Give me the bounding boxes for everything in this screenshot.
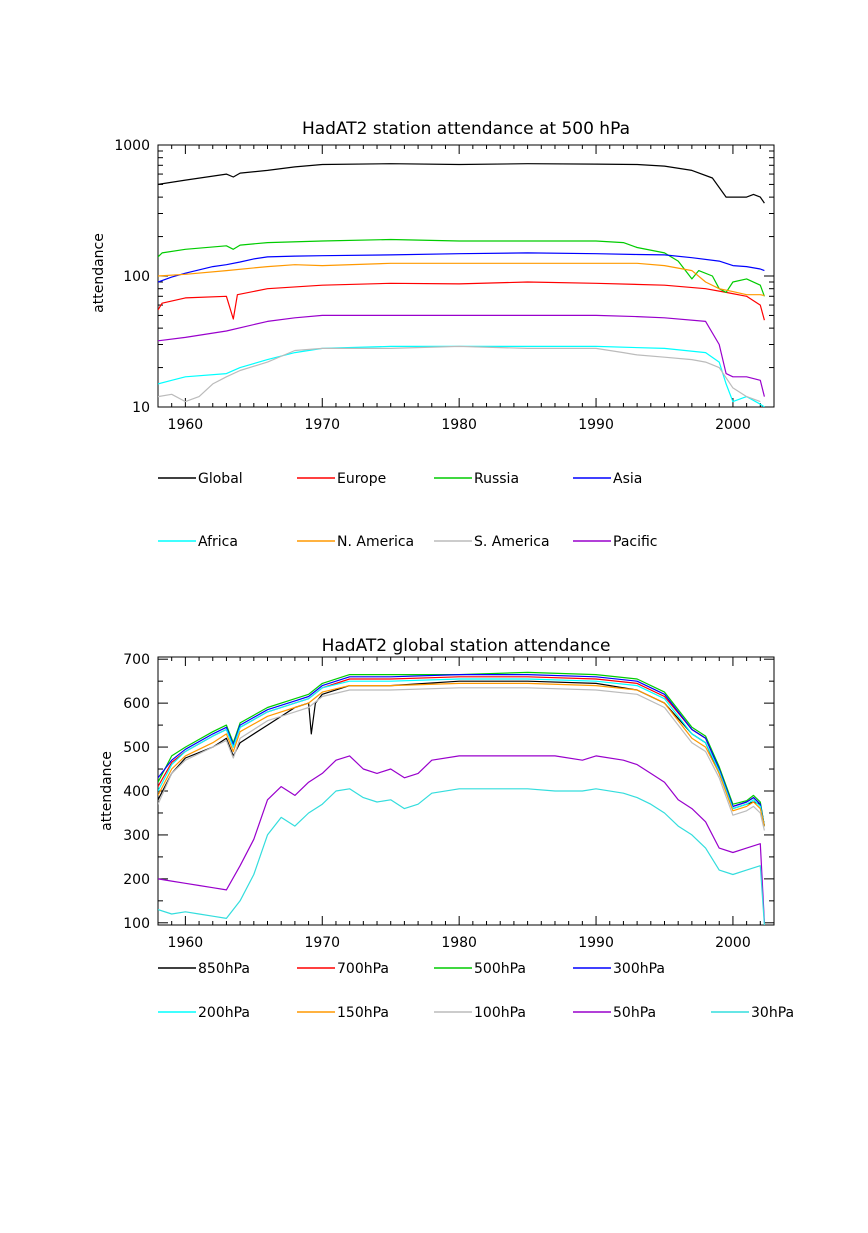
legend-label-europe: Europe: [337, 471, 386, 487]
legend-label-africa: Africa: [198, 534, 238, 550]
series-line-500hpa: [158, 671, 765, 827]
legend-label-n-america: N. America: [337, 534, 414, 550]
y-axis-label: attendance: [99, 751, 115, 831]
x-tick-label: 1960: [168, 417, 204, 433]
series-line-global: [158, 163, 765, 204]
legend-label-50hpa: 50hPa: [613, 1005, 656, 1021]
legend-label-850hpa: 850hPa: [198, 961, 250, 977]
chart-500hpa-regional: HadAT2 station attendance at 500 hPa att…: [91, 119, 775, 550]
series-line-africa: [158, 345, 765, 407]
y-axis: 100 200 300 400 500 600 700: [123, 652, 774, 932]
x-tick-label: 1960: [168, 935, 204, 951]
x-tick-label: 1990: [578, 935, 614, 951]
x-tick-label: 1990: [578, 417, 614, 433]
x-tick-label: 1970: [304, 417, 340, 433]
legend-label-global: Global: [198, 471, 243, 487]
legend-label-pacific: Pacific: [613, 534, 658, 550]
series-line-100hpa: [158, 687, 765, 831]
legend-label-150hpa: 150hPa: [337, 1005, 389, 1021]
y-tick-label: 700: [123, 652, 150, 668]
series-line-200hpa: [158, 678, 765, 827]
chart-global-levels: HadAT2 global station attendance attenda…: [99, 636, 794, 1021]
y-tick-label: 400: [123, 784, 150, 800]
x-tick-label: 2000: [715, 417, 751, 433]
y-tick-label: 600: [123, 696, 150, 712]
x-tick-label: 1970: [304, 935, 340, 951]
y-tick-label: 1000: [114, 138, 150, 154]
series-group: [158, 671, 765, 925]
legend-label-asia: Asia: [613, 471, 642, 487]
x-tick-label: 1980: [441, 935, 477, 951]
y-tick-label: 100: [123, 916, 150, 932]
legend-label-russia: Russia: [474, 471, 519, 487]
legend-label-700hpa: 700hPa: [337, 961, 389, 977]
legend: Global Europe Russia Asia Africa N. America S.…: [158, 471, 658, 550]
x-axis: 1960 1970 1980 1990 2000: [157, 145, 775, 433]
series-line-pacific: [158, 314, 765, 397]
legend-label-30hpa: 30hPa: [751, 1005, 794, 1021]
y-axis-label: attendance: [91, 233, 107, 313]
series-line-europe: [158, 281, 765, 321]
legend-label-s-america: S. America: [474, 534, 550, 550]
series-line-n-america: [158, 262, 765, 297]
y-tick-label: 300: [123, 828, 150, 844]
x-tick-label: 2000: [715, 935, 751, 951]
series-line-s-america: [158, 345, 761, 403]
series-line-50hpa: [158, 755, 765, 923]
series-line-30hpa: [158, 788, 765, 925]
legend: 850hPa 700hPa 500hPa 300hPa 200hPa 150hPa 100h…: [158, 961, 794, 1021]
x-axis: 1960 1970 1980 1990 2000: [157, 657, 775, 951]
y-tick-label: 100: [123, 269, 150, 285]
chart-title: HadAT2 global station attendance: [322, 636, 611, 656]
legend-label-300hpa: 300hPa: [613, 961, 665, 977]
legend-label-500hpa: 500hPa: [474, 961, 526, 977]
chart-title: HadAT2 station attendance at 500 hPa: [302, 119, 630, 139]
series-line-150hpa: [158, 682, 765, 827]
y-tick-label: 10: [132, 400, 150, 416]
series-line-300hpa: [158, 674, 765, 827]
series-line-asia: [158, 252, 765, 283]
y-tick-label: 500: [123, 740, 150, 756]
y-tick-label: 200: [123, 872, 150, 888]
series-group: [158, 163, 765, 407]
legend-label-100hpa: 100hPa: [474, 1005, 526, 1021]
series-line-russia: [158, 238, 765, 297]
x-tick-label: 1980: [441, 417, 477, 433]
legend-label-200hpa: 200hPa: [198, 1005, 250, 1021]
